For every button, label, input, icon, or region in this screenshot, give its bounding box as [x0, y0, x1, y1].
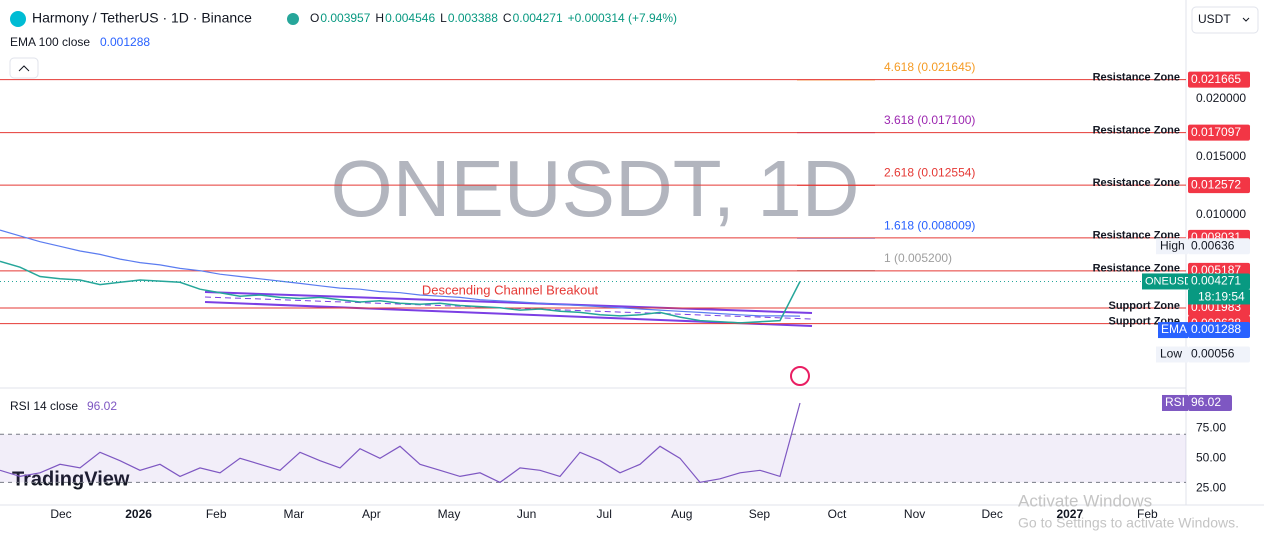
- x-tick-label: Mar: [283, 507, 304, 521]
- ema-line: [0, 229, 801, 317]
- price-tag-label: 0.021665: [1191, 72, 1241, 86]
- x-tick-label: Aug: [671, 507, 692, 521]
- price-tag-label: 0.012572: [1191, 177, 1241, 191]
- x-tick-label: Apr: [362, 507, 381, 521]
- x-tick-label: Nov: [904, 507, 925, 521]
- ohlc-value: 0.004546: [385, 11, 435, 25]
- rsi-value: 96.02: [87, 399, 117, 413]
- zone-label: Support Zone: [1109, 300, 1181, 312]
- high-name: High: [1160, 238, 1185, 252]
- price-tag-label: 0.001288: [1191, 322, 1241, 336]
- ohlc-value: 0.003957: [320, 11, 370, 25]
- rsi-label: RSI 14 close: [10, 399, 78, 413]
- last-name: ONEUSDT: [1145, 275, 1199, 287]
- x-tick-label: Dec: [50, 507, 71, 521]
- fib-label: 4.618 (0.021645): [884, 60, 975, 74]
- collapse-icon: [18, 65, 30, 72]
- channel-top: [204, 291, 813, 314]
- price-tag-label: 96.02: [1191, 395, 1221, 409]
- dropdown-icon: [1242, 17, 1250, 22]
- price-tag-label: 0.017097: [1191, 125, 1241, 139]
- x-tick-label: 2026: [125, 507, 152, 521]
- last-tag: [1142, 273, 1188, 290]
- low-name: Low: [1160, 347, 1182, 361]
- channel-bottom: [204, 301, 813, 327]
- price-line: [0, 260, 801, 324]
- price-tag: [1188, 273, 1250, 290]
- x-tick-label: Jun: [517, 507, 536, 521]
- ohlc-key: C: [503, 11, 512, 25]
- fib-label: 1.618 (0.008009): [884, 218, 975, 232]
- watermark: ONEUSDT, 1D: [331, 144, 860, 233]
- low-name-bg: [1156, 346, 1188, 363]
- logo: TradingView: [12, 468, 130, 490]
- price-tag: [1188, 322, 1250, 339]
- ema-name-bg: [1158, 322, 1188, 339]
- countdown-bg: [1188, 289, 1250, 305]
- y-tick-label: 0.010000: [1196, 207, 1246, 221]
- os-notice-title: Activate Windows: [1018, 491, 1152, 510]
- x-tick-label: 2027: [1056, 507, 1083, 521]
- rsi-tag-name: RSI: [1165, 395, 1185, 409]
- price-tag: [1188, 346, 1250, 363]
- symbol: Harmony / TetherUS · 1D · Binance: [32, 10, 252, 26]
- price-tag: [1188, 71, 1250, 88]
- rsi-tick-label: 25.00: [1196, 481, 1226, 495]
- x-tick-label: Oct: [828, 507, 847, 521]
- rsi-line: [0, 402, 801, 484]
- price-tag: [1188, 238, 1250, 255]
- countdown: 18:19:54: [1198, 290, 1245, 304]
- price-tag-label: 0.00056: [1191, 347, 1235, 361]
- rsi-tag-name-bg: [1162, 394, 1188, 411]
- indicator-value: 0.001288: [100, 35, 150, 49]
- currency-select[interactable]: [1191, 6, 1259, 34]
- price-tag: [1188, 124, 1250, 141]
- x-tick-label: Feb: [1137, 507, 1158, 521]
- high-name-bg: [1156, 238, 1188, 255]
- ohlc-value: 0.004271: [513, 11, 563, 25]
- zone-label: Resistance Zone: [1093, 125, 1180, 137]
- ohlc-value: 0.003388: [448, 11, 498, 25]
- indicator-label: EMA 100 close: [10, 35, 90, 49]
- y-tick-label: 0.015000: [1196, 149, 1246, 163]
- collapse-button[interactable]: [9, 57, 39, 79]
- rsi-tick-label: 50.00: [1196, 450, 1226, 464]
- x-tick-label: May: [438, 507, 461, 521]
- x-tick-label: Jul: [597, 507, 612, 521]
- zone-label: Resistance Zone: [1093, 177, 1180, 189]
- fib-label: 1 (0.005200): [884, 251, 952, 265]
- currency: USDT: [1198, 12, 1231, 26]
- x-tick-label: Dec: [982, 507, 1003, 521]
- price-tag-label: 0.00636: [1191, 238, 1235, 252]
- os-notice-text: Go to Settings to activate Windows.: [1018, 515, 1239, 531]
- market-status: [287, 13, 299, 25]
- zone-label: Resistance Zone: [1093, 263, 1180, 275]
- y-tick-label: 0.020000: [1196, 91, 1246, 105]
- symbol-icon: [10, 11, 26, 27]
- fib-label: 3.618 (0.017100): [884, 113, 975, 127]
- ema-name: EMA: [1161, 322, 1187, 336]
- zone-label: Resistance Zone: [1093, 72, 1180, 84]
- price-tag: [1188, 177, 1250, 194]
- event-icon[interactable]: [790, 366, 810, 386]
- ohlc-key: O: [310, 11, 319, 25]
- price-tag-label: 0.004271: [1191, 274, 1241, 288]
- ohlc-key: H: [375, 11, 384, 25]
- annotation: Descending Channel Breakout: [422, 282, 599, 297]
- price-tag: [1188, 394, 1232, 411]
- fib-label: 2.618 (0.012554): [884, 166, 975, 180]
- rsi-tick-label: 75.00: [1196, 420, 1226, 434]
- change: +0.000314 (+7.94%): [568, 11, 677, 25]
- x-tick-label: Sep: [749, 507, 771, 521]
- x-tick-label: Feb: [206, 507, 227, 521]
- ohlc-key: L: [440, 11, 447, 25]
